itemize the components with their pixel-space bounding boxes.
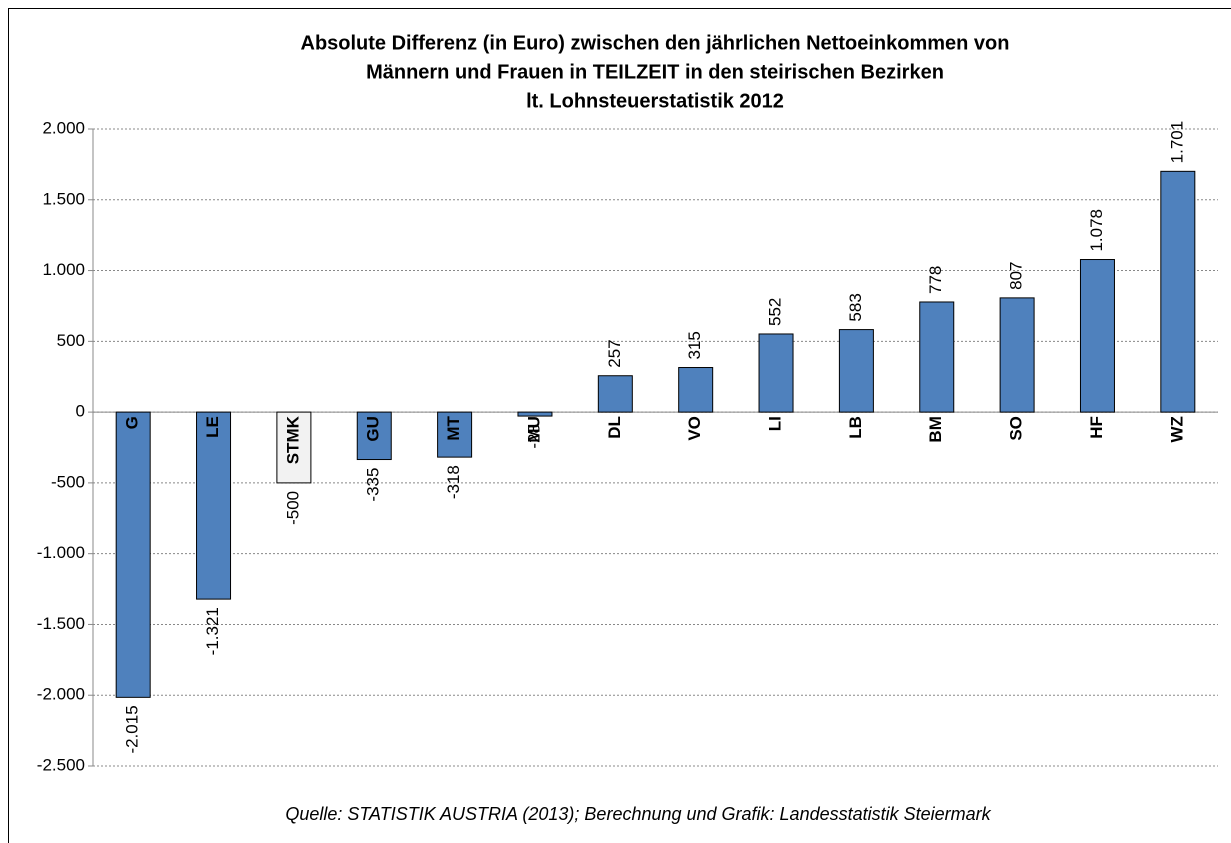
- y-tick-label: 1.000: [42, 260, 85, 279]
- bar: [838, 329, 874, 413]
- x-tick-label: STMK: [283, 415, 302, 464]
- value-label: 1.701: [1167, 121, 1186, 164]
- value-label: 807: [1007, 262, 1026, 290]
- x-tick-label: SO: [1007, 416, 1026, 441]
- value-label: -318: [444, 465, 463, 499]
- value-label: 315: [685, 331, 704, 359]
- bar: [678, 367, 714, 413]
- x-tick-label: HF: [1087, 416, 1106, 439]
- bar: [597, 375, 633, 413]
- x-tick-label: MT: [444, 415, 463, 440]
- value-label: -335: [364, 468, 383, 502]
- bar: [276, 411, 312, 484]
- bar: [758, 333, 794, 413]
- y-tick-label: 2.000: [42, 118, 85, 137]
- value-label: 1.078: [1087, 209, 1106, 252]
- x-tick-label: BM: [926, 416, 945, 442]
- x-tick-label: MU: [524, 416, 543, 442]
- x-tick-label: LB: [846, 416, 865, 439]
- value-label: -500: [283, 491, 302, 525]
- value-label: 257: [605, 339, 624, 367]
- chart-title: Männern und Frauen in TEILZEIT in den st…: [366, 61, 944, 83]
- y-tick-label: 1.500: [42, 189, 85, 208]
- value-label: -2.015: [123, 705, 142, 753]
- x-tick-label: G: [123, 416, 142, 429]
- value-label: 778: [926, 266, 945, 294]
- value-label: 552: [766, 298, 785, 326]
- bar: [999, 297, 1035, 413]
- y-tick-label: 0: [76, 402, 85, 421]
- x-tick-label: LE: [203, 416, 222, 438]
- x-tick-label: WZ: [1167, 416, 1186, 442]
- y-tick-label: 500: [57, 331, 85, 350]
- bar: [196, 411, 232, 600]
- bar: [1160, 170, 1196, 413]
- x-tick-label: GU: [364, 416, 383, 442]
- source-note: Quelle: STATISTIK AUSTRIA (2013); Berech…: [285, 804, 991, 824]
- value-label: -1.321: [203, 607, 222, 655]
- value-label: -28: [524, 424, 543, 449]
- y-tick-label: -1.500: [37, 614, 85, 633]
- bar: [517, 411, 553, 417]
- chart-frame: [8, 8, 1231, 843]
- bar: [919, 301, 955, 413]
- x-tick-label: VO: [685, 416, 704, 441]
- y-tick-label: -2.500: [37, 755, 85, 774]
- chart-title: lt. Lohnsteuerstatistik 2012: [526, 90, 784, 112]
- y-tick-label: -500: [51, 472, 85, 491]
- bar: [437, 411, 473, 458]
- x-tick-label: LI: [766, 416, 785, 431]
- chart-title: Absolute Differenz (in Euro) zwischen de…: [301, 32, 1010, 54]
- bar: [356, 411, 392, 461]
- y-tick-label: -2.000: [37, 685, 85, 704]
- bar: [115, 411, 151, 698]
- bar: [1079, 259, 1115, 413]
- x-tick-label: DL: [605, 416, 624, 439]
- y-tick-label: -1.000: [37, 543, 85, 562]
- value-label: 583: [846, 293, 865, 321]
